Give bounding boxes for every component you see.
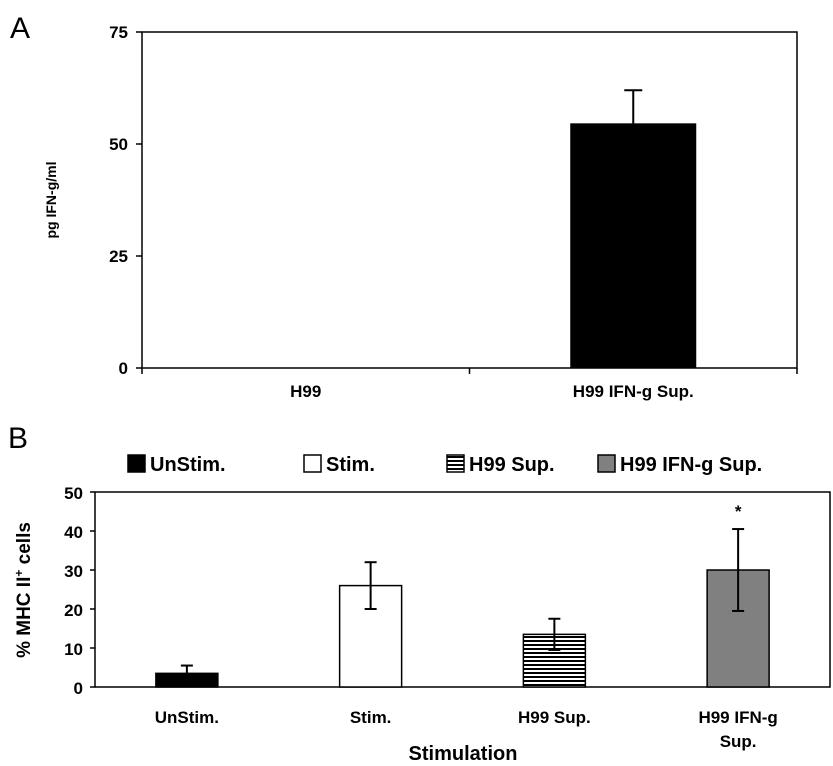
panel-b-legend-label: H99 Sup. bbox=[469, 454, 555, 476]
panel-a-y-tick-label: 50 bbox=[109, 135, 128, 154]
panel-b-letter: B bbox=[8, 422, 28, 455]
panel-a-y-tick-label: 75 bbox=[109, 23, 128, 42]
panel-b-y-tick-label: 10 bbox=[64, 640, 83, 659]
panel-b-y-tick-label: 0 bbox=[74, 679, 83, 698]
panel-b-category-label: H99 Sup. bbox=[518, 708, 591, 727]
panel-b-legend-swatch bbox=[598, 455, 615, 472]
panel-a-bar bbox=[571, 124, 696, 368]
panel-b-legend-label: UnStim. bbox=[150, 454, 226, 476]
panel-b-legend-label: H99 IFN-g Sup. bbox=[620, 454, 762, 476]
panel-b-y-axis-label-main: % MHC II bbox=[14, 577, 35, 658]
panel-b-y-tick-label: 20 bbox=[64, 601, 83, 620]
panel-b-y-tick-label: 40 bbox=[64, 523, 83, 542]
panel-b-y-axis-label-superscript: + bbox=[12, 570, 26, 577]
panel-a-letter: A bbox=[10, 12, 30, 45]
panel-a-category-label: H99 bbox=[290, 382, 321, 401]
panel-b-significance-asterisk: * bbox=[735, 502, 742, 521]
panel-b-legend-label: Stim. bbox=[326, 454, 375, 476]
panel-a-y-tick-label: 0 bbox=[119, 359, 128, 378]
panel-b-y-axis-label-tail: cells bbox=[14, 522, 35, 570]
panel-a-y-tick-label: 25 bbox=[109, 247, 128, 266]
panel-a-category-label: H99 IFN-g Sup. bbox=[573, 382, 694, 401]
panel-b-y-tick-label: 30 bbox=[64, 562, 83, 581]
panel-b-legend-swatch bbox=[128, 455, 145, 472]
panel-a-plot-frame bbox=[142, 32, 797, 368]
panel-a-y-axis-label: pg IFN-g/ml bbox=[43, 162, 59, 239]
panel-b-legend-swatch bbox=[447, 455, 464, 472]
panel-b-y-axis-label: % MHC II+ cells bbox=[12, 522, 35, 658]
panel-b-legend-swatch bbox=[304, 455, 321, 472]
panel-b-chart: B UnStim. Stim. H99 Sup. H99 IFN-g Sup. % M… bbox=[8, 422, 830, 765]
panel-b-y-tick-label: 50 bbox=[64, 484, 83, 503]
panel-b-category-label: UnStim. bbox=[155, 708, 219, 727]
panel-b-x-axis-label: Stimulation bbox=[409, 743, 518, 765]
panel-b-legend: UnStim. Stim. H99 Sup. H99 IFN-g Sup. bbox=[128, 454, 762, 476]
panel-b-category-label: Sup. bbox=[720, 732, 757, 751]
panel-b-category-label: Stim. bbox=[350, 708, 392, 727]
panel-b-category-label: H99 IFN-g bbox=[698, 708, 777, 727]
panel-a-chart: A pg IFN-g/ml 0 25 50 75 H99 H99 IFN-g Sup. bbox=[10, 12, 797, 401]
